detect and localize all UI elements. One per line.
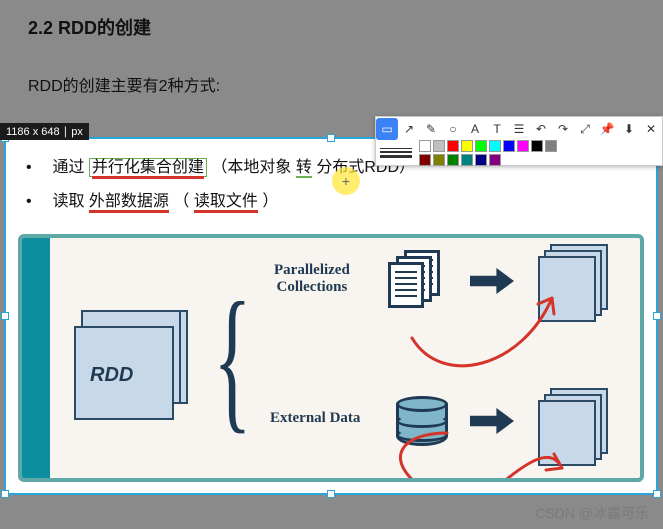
swatch[interactable] <box>433 140 445 152</box>
swatch[interactable] <box>447 140 459 152</box>
swatch[interactable] <box>447 154 459 166</box>
watermark-text: CSDN @冰露可乐 <box>535 503 649 523</box>
swatch[interactable] <box>503 140 515 152</box>
intro-text: RDD的创建主要有2种方式: <box>28 72 220 96</box>
swatch[interactable] <box>419 154 431 166</box>
arrow-icon <box>470 408 514 434</box>
line-width-picker[interactable] <box>376 148 416 158</box>
resize-handle[interactable] <box>327 490 335 498</box>
swatch[interactable] <box>489 154 501 166</box>
toolbar-style-row <box>376 141 662 165</box>
diagram-accent-strip <box>22 238 50 478</box>
b1-mid: 转 <box>296 159 312 178</box>
brace-icon: { <box>213 258 251 458</box>
output-stack-lower <box>538 388 610 468</box>
swatch[interactable] <box>461 140 473 152</box>
arrow-icon <box>470 268 514 294</box>
label-external: External Data <box>270 410 360 427</box>
tool-pin-icon[interactable]: 📌 <box>596 118 618 140</box>
swatch[interactable] <box>419 140 431 152</box>
rdd-diagram: RDD { Parallelized Collections External … <box>18 234 644 482</box>
b1-s1: （本地对象 <box>211 159 291 176</box>
swatch[interactable] <box>531 140 543 152</box>
section-heading: 2.2 RDD的创建 <box>28 14 151 40</box>
b2-s2: ） <box>262 193 278 210</box>
resize-handle[interactable] <box>653 490 661 498</box>
swatch[interactable] <box>433 154 445 166</box>
b2-s1: （ <box>173 193 189 210</box>
b2-bold: 外部数据源 <box>89 193 169 213</box>
resize-handle[interactable] <box>653 312 661 320</box>
screenshot-selection[interactable]: • 通过 并行化集合创建 （本地对象 转 分布式RDD） • 读取 外部数据源 … <box>4 137 658 495</box>
label-parallelized: Parallelized Collections <box>274 262 350 296</box>
resize-handle[interactable] <box>1 490 9 498</box>
output-stack-upper <box>538 244 610 324</box>
swatch[interactable] <box>461 154 473 166</box>
swatch[interactable] <box>517 140 529 152</box>
color-palette <box>416 137 566 169</box>
resize-handle[interactable] <box>327 134 335 142</box>
rdd-label: RDD <box>90 364 133 387</box>
tool-save-icon[interactable]: ⬇ <box>618 118 640 140</box>
cursor-highlight-icon: + <box>332 167 360 195</box>
tool-move-icon[interactable]: ⤢ <box>574 118 596 140</box>
tool-close-icon[interactable]: ✕ <box>640 118 662 140</box>
b1-prefix: 通过 <box>52 159 84 176</box>
database-icon <box>396 396 448 450</box>
swatch[interactable] <box>545 140 557 152</box>
swatch[interactable] <box>489 140 501 152</box>
rdd-card-stack: RDD <box>74 310 192 420</box>
resize-handle[interactable] <box>1 312 9 320</box>
swatch[interactable] <box>475 154 487 166</box>
b2-prefix: 读取 <box>52 193 84 210</box>
capture-size-badge: 1186 x 648 ∣ px <box>0 123 89 140</box>
b2-mid: 读取文件 <box>194 193 258 213</box>
b1-bold: 并行化集合创建 <box>92 159 204 179</box>
tool-rect-icon[interactable]: ▭ <box>376 118 398 140</box>
annotation-toolbar: ▭ ↗ ✎ ○ A T ☰ ↶ ↷ ⤢ 📌 ⬇ ✕ <box>375 116 663 166</box>
swatch[interactable] <box>475 140 487 152</box>
